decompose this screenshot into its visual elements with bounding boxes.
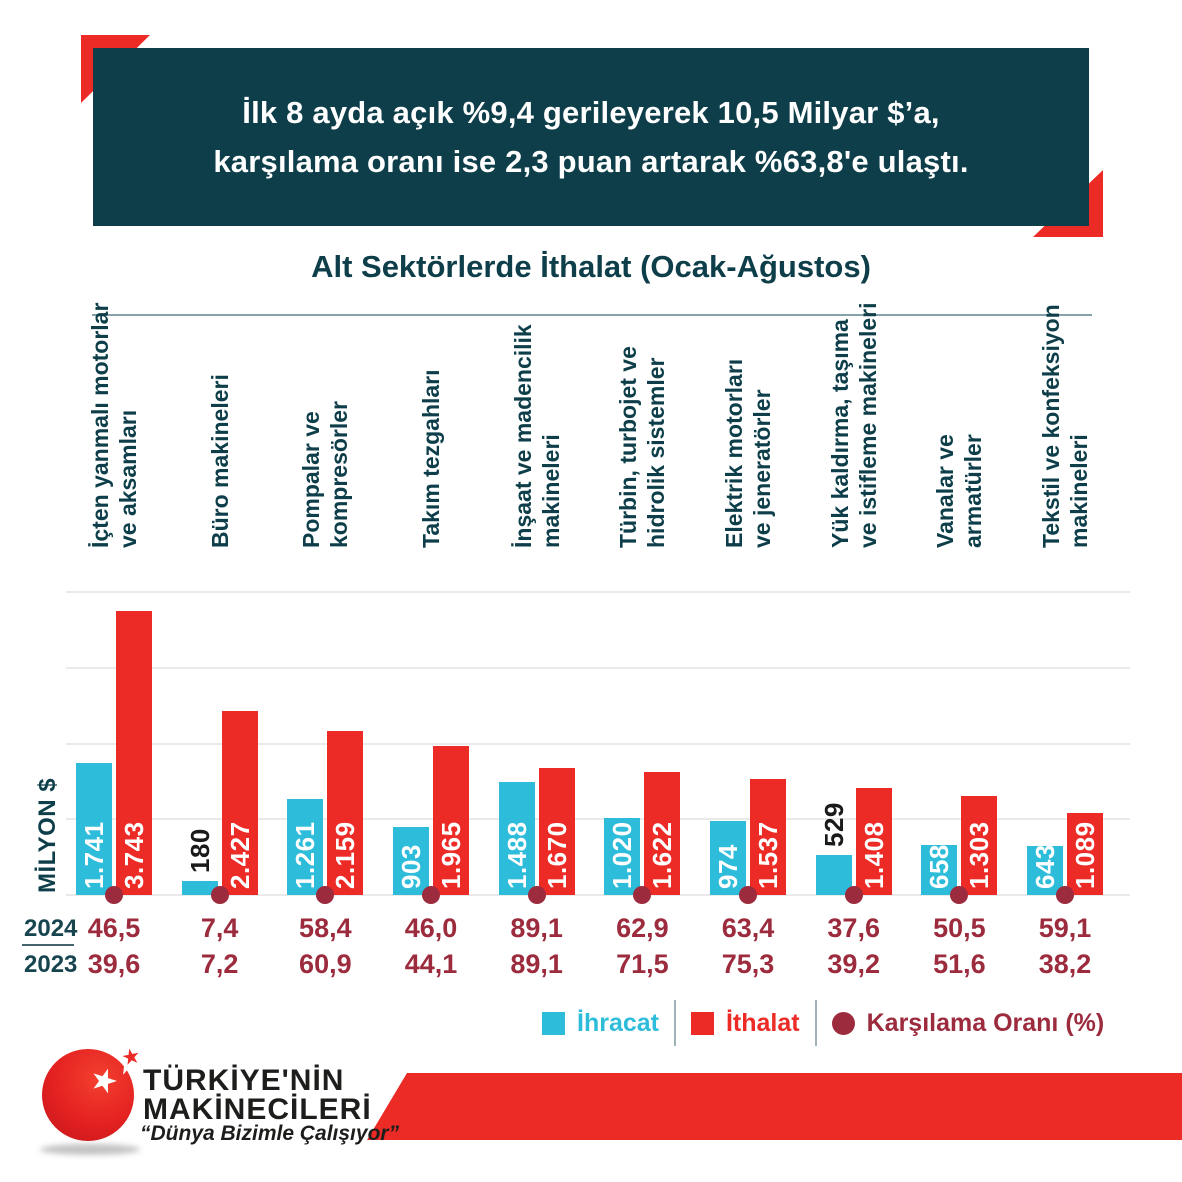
coverage-2024-value: 37,6 — [827, 913, 880, 943]
coverage-dot — [950, 886, 969, 904]
coverage-2023-value: 51,6 — [933, 949, 986, 979]
export-bar — [498, 782, 535, 895]
export-bar — [604, 817, 641, 895]
coverage-2023-value: 44,1 — [404, 949, 458, 979]
legend-export-label: İhracat — [577, 1008, 659, 1037]
coverage-dot — [422, 886, 440, 904]
brand-name-line-1: TÜRKİYE'NİN — [143, 1064, 345, 1097]
chart-title: Alt Sektörlerde İthalat (Ocak-Ağustos) — [311, 249, 871, 284]
coverage-2023-value: 75,3 — [721, 949, 775, 979]
star-icon-red — [111, 1037, 148, 1075]
coverage-2024-value: 63,4 — [721, 913, 775, 943]
headline-line-1: İlk 8 ayda açık %9,4 gerileyerek 10,5 Mi… — [242, 95, 940, 130]
import-bar — [116, 611, 152, 895]
export-bar — [921, 845, 958, 895]
gridline — [66, 818, 1130, 821]
row-label-2024: 2024 — [24, 915, 78, 942]
import-bar — [327, 731, 364, 895]
import-bar — [221, 711, 258, 895]
legend-coverage-dot-icon — [831, 1011, 855, 1035]
brand-slogan: “Dünya Bizimle Çalışıyor” — [140, 1122, 400, 1145]
headline-line-2: karşılama oranı ise 2,3 puan artarak %63… — [213, 144, 969, 179]
coverage-2023-value: 71,5 — [616, 949, 669, 979]
coverage-2024-value: 46,5 — [87, 913, 141, 943]
import-bar — [855, 788, 892, 895]
coverage-2024-value: 59,1 — [1038, 913, 1092, 943]
coverage-dot — [527, 886, 546, 904]
gridline — [66, 666, 1130, 669]
coverage-2024-value: 7,4 — [200, 913, 239, 943]
import-bar — [538, 768, 575, 895]
coverage-dot — [844, 886, 863, 904]
legend-separator — [673, 1000, 676, 1046]
legend-coverage-label: Karşılama Oranı (%) — [866, 1008, 1105, 1037]
import-bar — [961, 796, 998, 895]
legend: İhracat İthalat Karşılama Oranı (%) — [542, 1000, 1104, 1046]
legend-separator — [814, 1000, 817, 1046]
brand-name-line-2: MAKİNECİLERİ — [143, 1093, 372, 1126]
coverage-2024-value: 46,0 — [404, 913, 458, 943]
import-bar — [1067, 812, 1104, 895]
import-bar — [644, 772, 681, 895]
coverage-2023-value: 39,2 — [827, 949, 880, 979]
coverage-dot — [105, 886, 123, 904]
footer-red-band — [367, 1073, 1182, 1140]
legend-import-label: İthalat — [725, 1008, 800, 1037]
coverage-dot — [1056, 886, 1075, 904]
legend-export-swatch — [542, 1011, 565, 1035]
export-bar — [181, 881, 218, 895]
year-divider-line — [22, 944, 74, 946]
coverage-2024-value: 62,9 — [616, 913, 669, 943]
coverage-dot — [633, 886, 652, 904]
row-label-2023: 2023 — [24, 951, 78, 978]
star-icon-white — [93, 1068, 117, 1094]
export-bar — [76, 763, 112, 895]
coverage-2023-value: 60,9 — [299, 949, 352, 979]
coverage-2024-value: 50,5 — [933, 913, 986, 943]
export-bar — [1027, 846, 1064, 895]
export-bar — [815, 854, 852, 895]
coverage-dot — [210, 886, 229, 904]
coverage-2023-value: 38,2 — [1038, 949, 1092, 979]
title-divider-line — [92, 314, 1092, 316]
export-bar — [287, 799, 324, 895]
import-bar — [750, 778, 787, 895]
coverage-dot — [739, 886, 758, 904]
gridline — [66, 591, 1130, 593]
export-bar — [393, 826, 429, 895]
logo-shadow — [40, 1144, 140, 1155]
coverage-2024-value: 89,1 — [510, 913, 563, 943]
coverage-dot — [316, 886, 335, 904]
export-bar — [710, 821, 747, 895]
coverage-2023-value: 39,6 — [87, 949, 141, 979]
brand-logo-circle — [42, 1049, 134, 1141]
headline-banner: İlk 8 ayda açık %9,4 gerileyerek 10,5 Mi… — [93, 48, 1089, 226]
coverage-2023-value: 89,1 — [510, 949, 563, 979]
legend-import-swatch — [690, 1011, 714, 1035]
import-bar — [433, 746, 469, 895]
gridline — [66, 742, 1130, 745]
coverage-2023-value: 7,2 — [200, 949, 239, 979]
gridline — [66, 894, 1130, 896]
coverage-2024-value: 58,4 — [299, 913, 352, 943]
